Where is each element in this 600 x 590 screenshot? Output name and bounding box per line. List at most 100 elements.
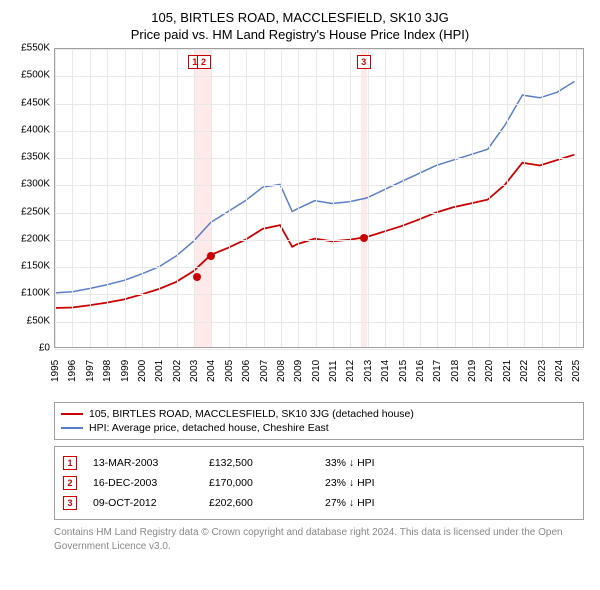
transaction-row: 2 16-DEC-2003 £170,000 23% ↓ HPI (63, 473, 575, 493)
x-axis-label: 2015 (398, 360, 414, 382)
x-axis-label: 2005 (224, 360, 240, 382)
gridline-v (385, 49, 386, 347)
x-axis-label: 2016 (415, 360, 431, 382)
gridline-v (90, 49, 91, 347)
x-axis-label: 2022 (519, 360, 535, 382)
x-axis-label: 2011 (328, 360, 344, 382)
y-axis-label: £550K (10, 43, 50, 54)
gridline-v (72, 49, 73, 347)
x-axis-label: 2008 (276, 360, 292, 382)
x-axis-label: 2007 (259, 360, 275, 382)
x-axis-label: 2010 (311, 360, 327, 382)
x-axis-label: 2018 (450, 360, 466, 382)
legend-swatch (61, 413, 83, 415)
legend-label: 105, BIRTLES ROAD, MACCLESFIELD, SK10 3J… (89, 408, 414, 420)
transaction-dot (207, 252, 215, 260)
gridline-v (194, 49, 195, 347)
gridline-h (55, 104, 583, 105)
plot-region: 123 (54, 48, 584, 348)
gridline-h (55, 294, 583, 295)
x-axis-label: 2021 (502, 360, 518, 382)
gridline-h (55, 49, 583, 50)
x-axis-label: 2023 (537, 360, 553, 382)
gridline-v (368, 49, 369, 347)
highlight-band (361, 49, 367, 347)
x-axis-label: 2002 (172, 360, 188, 382)
chart-marker-2: 2 (197, 55, 211, 69)
x-axis-label: 2004 (206, 360, 222, 382)
gridline-h (55, 185, 583, 186)
y-axis-label: £50K (10, 315, 50, 326)
gridline-v (472, 49, 473, 347)
x-axis-label: 2014 (380, 360, 396, 382)
x-axis-label: 2000 (137, 360, 153, 382)
gridline-v (159, 49, 160, 347)
x-axis-label: 1998 (102, 360, 118, 382)
gridline-v (403, 49, 404, 347)
x-axis-label: 2012 (345, 360, 361, 382)
gridline-v (576, 49, 577, 347)
gridline-v (211, 49, 212, 347)
transaction-dot (360, 234, 368, 242)
gridline-v (177, 49, 178, 347)
x-axis-label: 1999 (120, 360, 136, 382)
x-axis-label: 2006 (241, 360, 257, 382)
gridline-v (229, 49, 230, 347)
gridline-v (455, 49, 456, 347)
gridline-v (55, 49, 56, 347)
gridline-h (55, 213, 583, 214)
chart-area: 123 £0£50K£100K£150K£200K£250K£300K£350K… (10, 48, 590, 398)
x-axis-label: 2025 (571, 360, 587, 382)
y-axis-label: £250K (10, 206, 50, 217)
legend-swatch (61, 427, 83, 429)
gridline-v (281, 49, 282, 347)
transaction-dot (193, 273, 201, 281)
transaction-marker: 1 (63, 456, 77, 470)
x-axis-label: 1995 (50, 360, 66, 382)
transaction-date: 13-MAR-2003 (93, 457, 193, 469)
transaction-delta: 33% ↓ HPI (325, 457, 375, 469)
gridline-h (55, 322, 583, 323)
gridline-v (246, 49, 247, 347)
x-axis-label: 2019 (467, 360, 483, 382)
gridline-v (142, 49, 143, 347)
y-axis-label: £0 (10, 343, 50, 354)
gridline-v (333, 49, 334, 347)
chart-marker-3: 3 (357, 55, 371, 69)
x-axis-label: 2017 (432, 360, 448, 382)
line-series-svg (55, 49, 583, 347)
y-axis-label: £450K (10, 97, 50, 108)
legend-label: HPI: Average price, detached house, Ches… (89, 422, 329, 434)
transaction-row: 3 09-OCT-2012 £202,600 27% ↓ HPI (63, 493, 575, 513)
gridline-v (350, 49, 351, 347)
y-axis-label: £400K (10, 124, 50, 135)
chart-title: 105, BIRTLES ROAD, MACCLESFIELD, SK10 3J… (10, 10, 590, 25)
gridline-v (542, 49, 543, 347)
chart-subtitle: Price paid vs. HM Land Registry's House … (10, 27, 590, 42)
transaction-marker: 2 (63, 476, 77, 490)
x-axis-label: 2013 (363, 360, 379, 382)
gridline-h (55, 131, 583, 132)
gridline-v (125, 49, 126, 347)
x-axis-label: 2003 (189, 360, 205, 382)
highlight-band (194, 49, 211, 347)
y-axis-label: £100K (10, 288, 50, 299)
transaction-price: £202,600 (209, 497, 309, 509)
attribution-text: Contains HM Land Registry data © Crown c… (54, 526, 584, 553)
transaction-price: £132,500 (209, 457, 309, 469)
x-axis-label: 2020 (484, 360, 500, 382)
gridline-v (316, 49, 317, 347)
gridline-h (55, 76, 583, 77)
x-axis-label: 1996 (67, 360, 83, 382)
x-axis-label: 2024 (554, 360, 570, 382)
gridline-h (55, 158, 583, 159)
gridline-v (559, 49, 560, 347)
y-axis-label: £150K (10, 261, 50, 272)
gridline-h (55, 349, 583, 350)
legend-box: 105, BIRTLES ROAD, MACCLESFIELD, SK10 3J… (54, 402, 584, 440)
gridline-v (524, 49, 525, 347)
x-axis-label: 2009 (293, 360, 309, 382)
transaction-row: 1 13-MAR-2003 £132,500 33% ↓ HPI (63, 453, 575, 473)
transaction-delta: 27% ↓ HPI (325, 497, 375, 509)
transaction-price: £170,000 (209, 477, 309, 489)
